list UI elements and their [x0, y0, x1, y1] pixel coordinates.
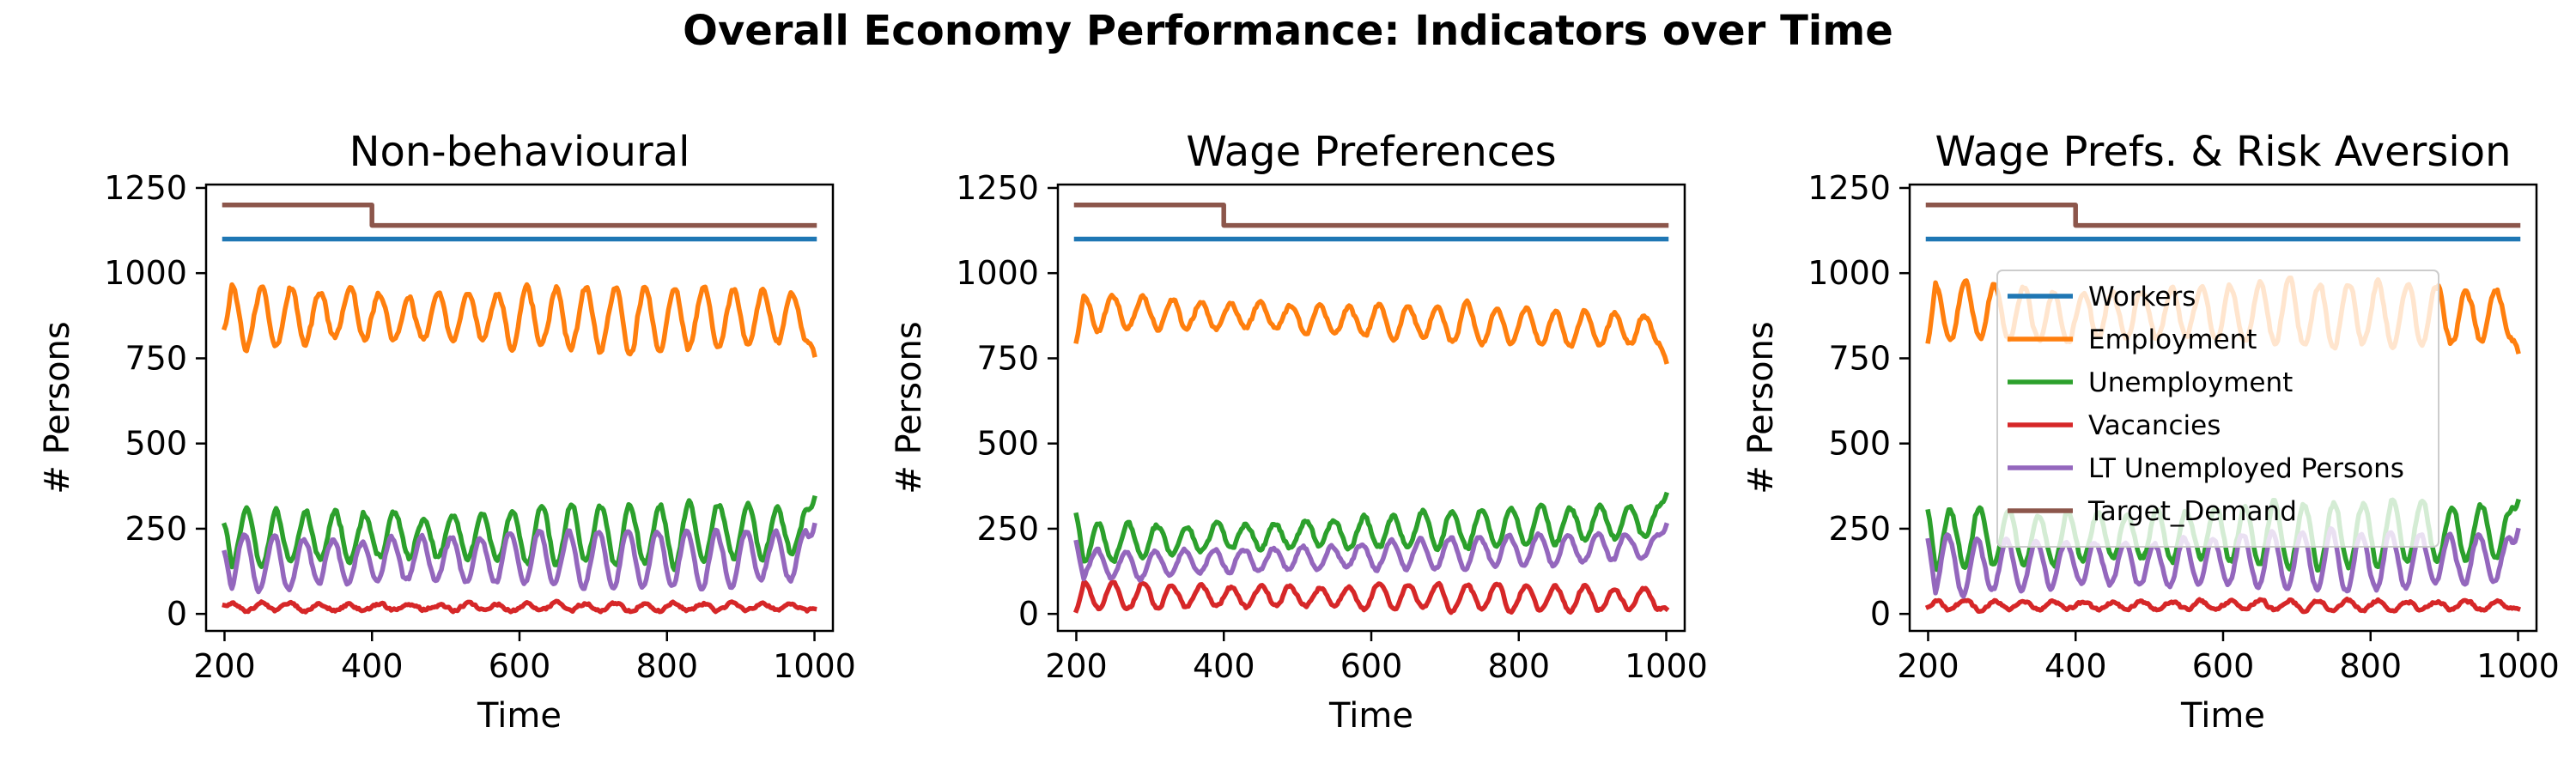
panel-title: Wage Preferences — [1186, 128, 1556, 176]
x-tick-label: 400 — [2044, 647, 2107, 685]
y-tick-label: 750 — [125, 339, 187, 377]
panel-title: Non-behavioural — [349, 128, 690, 176]
y-tick-label: 1250 — [104, 169, 187, 207]
y-tick-label: 0 — [1018, 595, 1039, 633]
series-line-employment — [222, 282, 817, 358]
legend-label-vacancies: Vacancies — [2088, 410, 2221, 441]
y-tick-label: 500 — [1828, 425, 1891, 463]
x-tick-label: 800 — [1487, 647, 1550, 685]
series-line-vacancies — [222, 598, 817, 615]
y-tick-label: 250 — [125, 510, 187, 548]
x-tick-label: 800 — [635, 647, 698, 685]
panel-2: Wage Preferences 200 400 600 800 1000 0 250 500 7… — [890, 128, 1708, 736]
y-tick-label: 1250 — [1807, 169, 1891, 207]
series-line-vacancies — [1924, 597, 2522, 615]
x-tick-label: 200 — [193, 647, 256, 685]
y-tick-label: 0 — [1870, 595, 1891, 633]
x-tick-label: 200 — [1045, 647, 1108, 685]
x-axis-label: Time — [2180, 696, 2265, 736]
y-tick-label: 750 — [1828, 339, 1891, 377]
y-axis-label: # Persons — [1741, 321, 1781, 494]
series-line-unemployment — [1073, 491, 1669, 564]
series-line-lt-unemployed-persons — [1073, 522, 1669, 583]
y-tick-label: 0 — [167, 595, 187, 633]
y-tick-label: 750 — [976, 339, 1039, 377]
panel-1: Non-behavioural 200 400 600 800 1000 0 250 500 75… — [38, 128, 856, 736]
y-tick-label: 250 — [1828, 510, 1891, 548]
y-tick-label: 1250 — [956, 169, 1039, 207]
y-tick-label: 1000 — [1807, 254, 1891, 292]
y-tick-label: 500 — [125, 425, 187, 463]
y-tick-label: 500 — [976, 425, 1039, 463]
series-line-employment — [1073, 293, 1669, 365]
x-axis-label: Time — [1328, 696, 1413, 736]
legend-label-lt-unemployed-persons: LT Unemployed Persons — [2088, 453, 2404, 484]
legend-box — [1996, 270, 2439, 548]
series-line-target-demand — [1925, 203, 2521, 228]
x-tick-label: 600 — [489, 647, 551, 685]
legend-label-target-demand: Target_Demand — [2087, 496, 2297, 527]
y-axis-label: # Persons — [890, 321, 929, 494]
legend-label-unemployment: Unemployment — [2088, 367, 2293, 398]
series-line-target-demand — [1073, 203, 1669, 228]
x-tick-label: 600 — [1340, 647, 1403, 685]
x-tick-label: 600 — [2192, 647, 2255, 685]
series-line-unemployment — [221, 494, 817, 573]
series-line-vacancies — [1072, 579, 1670, 615]
series-group — [1072, 203, 1670, 615]
y-tick-label: 1000 — [956, 254, 1039, 292]
x-tick-label: 400 — [341, 647, 404, 685]
x-tick-label: 400 — [1193, 647, 1255, 685]
panel-title: Wage Prefs. & Risk Aversion — [1935, 128, 2511, 176]
legend-label-employment: Employment — [2088, 324, 2257, 355]
y-axis-label: # Persons — [38, 321, 77, 494]
y-tick-label: 1000 — [104, 254, 187, 292]
x-axis-label: Time — [477, 696, 562, 736]
y-tick-label: 250 — [976, 510, 1039, 548]
panel-3: Wage Prefs. & Risk Aversion 200 400 600 800 1… — [1741, 128, 2560, 736]
x-tick-label: 1000 — [1625, 647, 1708, 685]
x-tick-label: 200 — [1897, 647, 1959, 685]
series-line-lt-unemployed-persons — [222, 522, 817, 595]
figure-title: Overall Economy Performance: Indicators … — [683, 7, 1893, 55]
x-tick-label: 800 — [2339, 647, 2402, 685]
x-tick-label: 1000 — [2476, 647, 2560, 685]
series-line-target-demand — [222, 203, 817, 228]
series-group — [221, 203, 817, 615]
legend: Workers Employment Unemployment Vacancies LT… — [1996, 270, 2439, 548]
x-tick-label: 1000 — [773, 647, 856, 685]
legend-label-workers: Workers — [2088, 282, 2196, 312]
